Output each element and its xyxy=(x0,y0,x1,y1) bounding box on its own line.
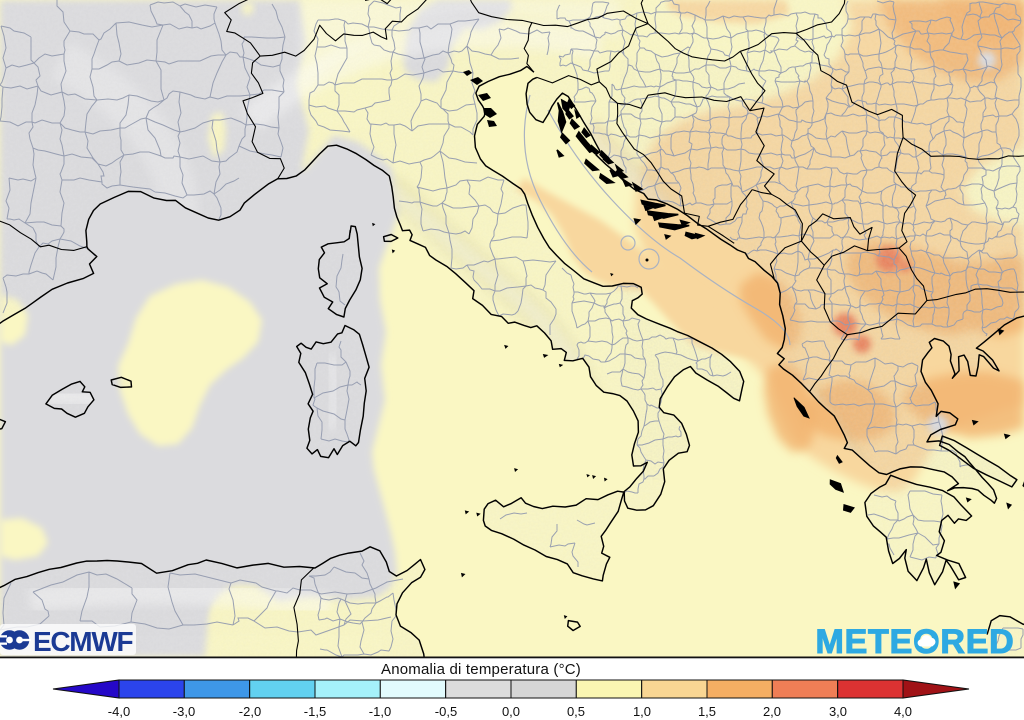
svg-text:METEORED: METEORED xyxy=(815,623,1014,661)
svg-text:3,0: 3,0 xyxy=(829,704,847,719)
svg-text:ECMWF: ECMWF xyxy=(33,626,133,657)
svg-text:-1,0: -1,0 xyxy=(369,704,391,719)
svg-text:-4,0: -4,0 xyxy=(108,704,130,719)
svg-text:Anomalia di temperatura (°C): Anomalia di temperatura (°C) xyxy=(381,661,581,678)
svg-text:-0,5: -0,5 xyxy=(435,704,457,719)
svg-text:-2,0: -2,0 xyxy=(239,704,261,719)
svg-text:0,5: 0,5 xyxy=(567,704,585,719)
svg-text:0,0: 0,0 xyxy=(502,704,520,719)
svg-text:-3,0: -3,0 xyxy=(173,704,195,719)
svg-text:1,0: 1,0 xyxy=(633,704,651,719)
svg-text:4,0: 4,0 xyxy=(894,704,912,719)
svg-text:1,5: 1,5 xyxy=(698,704,716,719)
svg-text:2,0: 2,0 xyxy=(763,704,781,719)
svg-text:-1,5: -1,5 xyxy=(304,704,326,719)
